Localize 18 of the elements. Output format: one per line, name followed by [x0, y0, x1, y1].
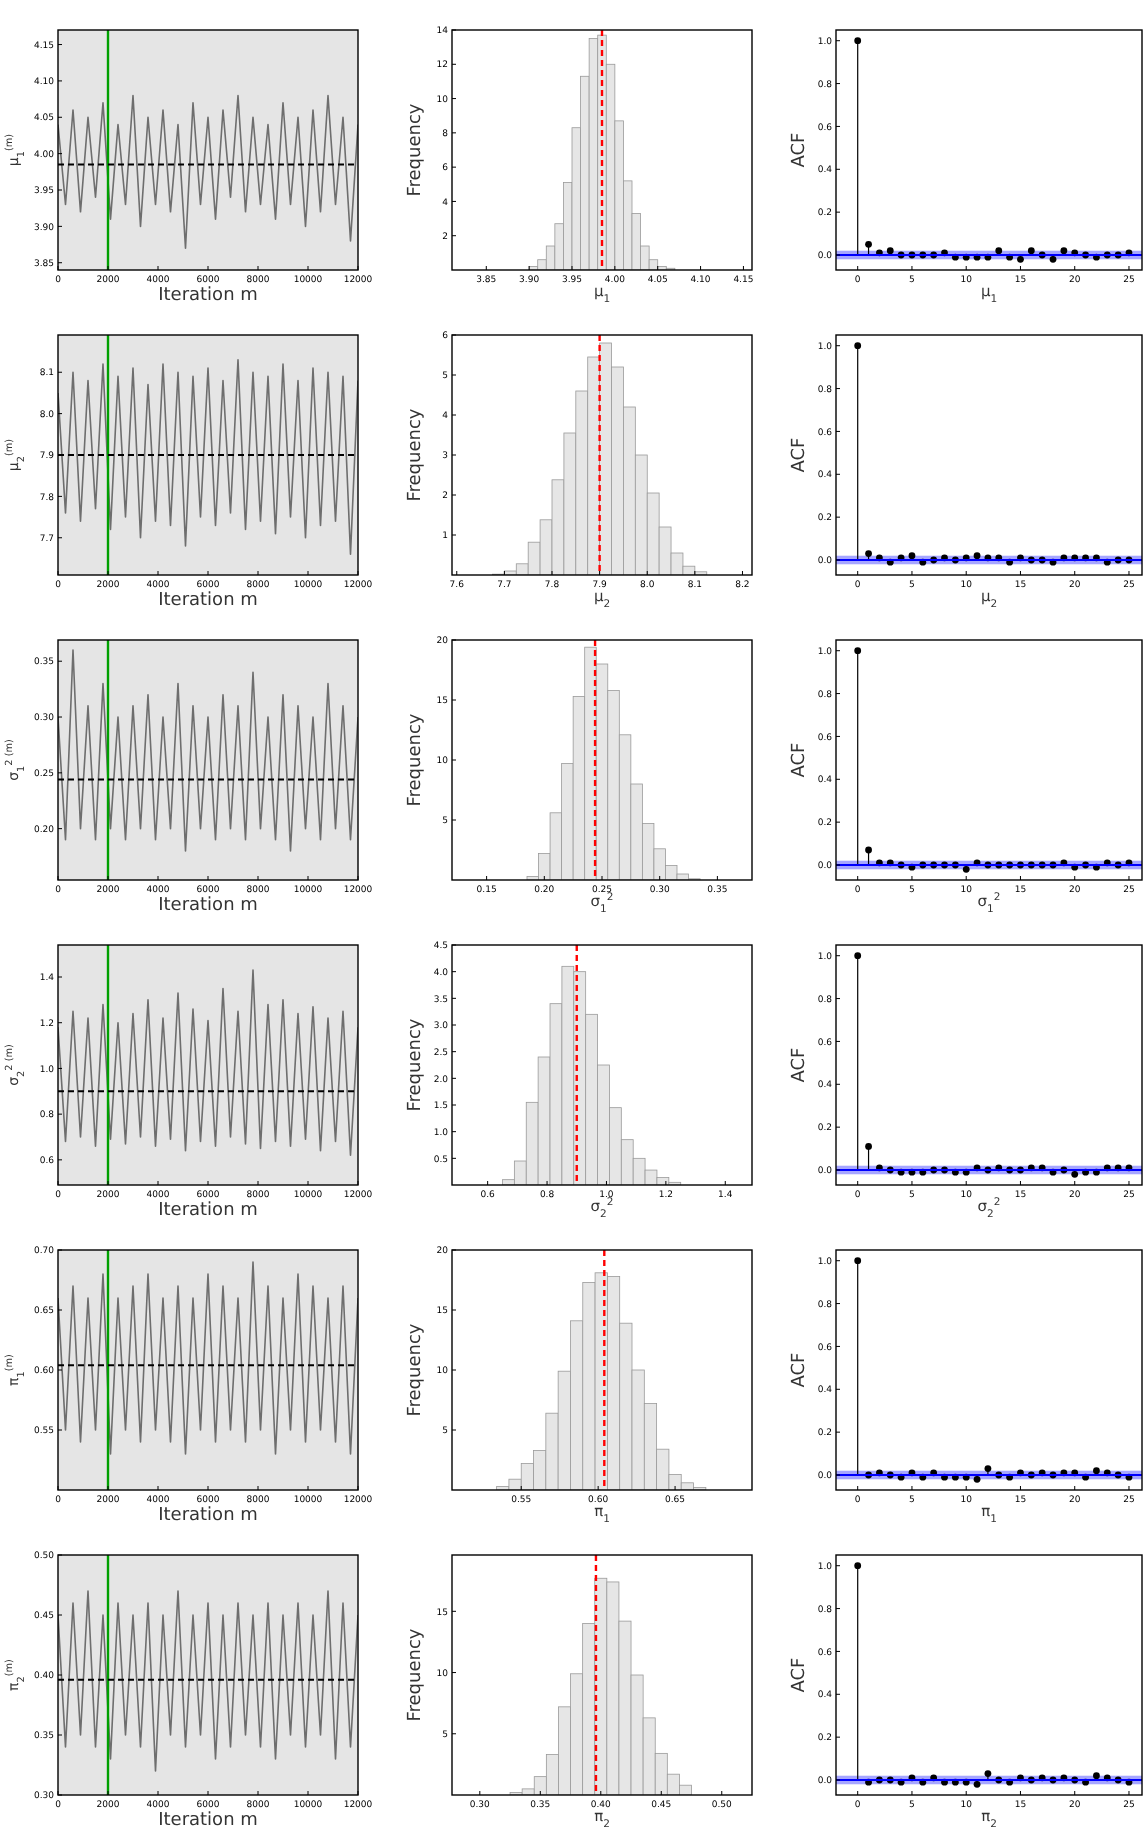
- y-axis-title: ACF: [790, 742, 810, 778]
- y-axis-title: ACF: [790, 132, 810, 168]
- x-axis-title: Iteration m: [158, 591, 258, 611]
- y-axis-title: Frequency: [406, 407, 426, 502]
- y-axis-title: ACF: [790, 1352, 810, 1388]
- y-axis-title: Frequency: [406, 102, 426, 197]
- y-axis-title: ACF: [790, 1657, 810, 1693]
- y-axis-title: Frequency: [406, 1627, 426, 1722]
- y-axis-title: ACF: [790, 1047, 810, 1083]
- x-axis-title: Iteration m: [158, 286, 258, 306]
- x-axis-title: Iteration m: [158, 1811, 258, 1830]
- y-axis-title: Frequency: [406, 1322, 426, 1417]
- y-axis-title: Frequency: [406, 712, 426, 807]
- x-axis-title: Iteration m: [158, 1201, 258, 1221]
- x-axis-title: Iteration m: [158, 896, 258, 916]
- x-axis-title: Iteration m: [158, 1506, 258, 1526]
- y-axis-title: Frequency: [406, 1017, 426, 1112]
- y-axis-title: ACF: [790, 437, 810, 473]
